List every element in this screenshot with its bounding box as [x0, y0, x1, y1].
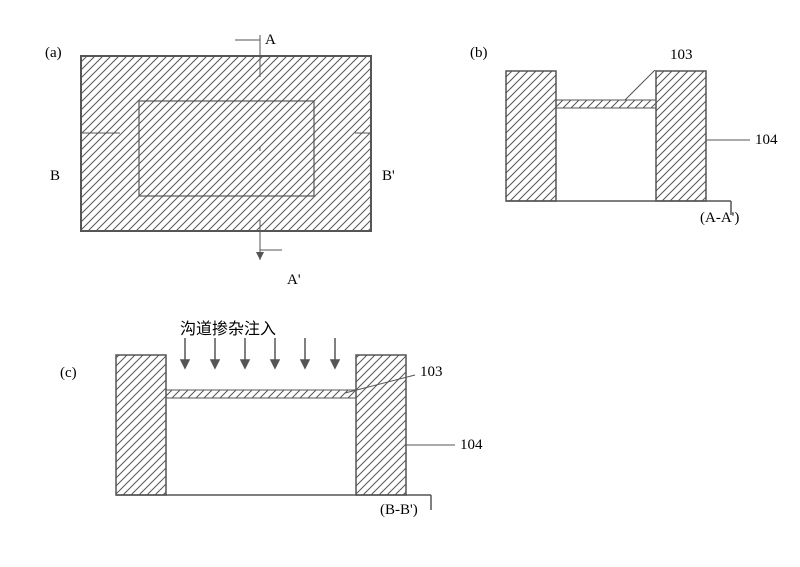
panel-b-callout-104: 104 [755, 132, 778, 149]
marker-A-prime: A' [287, 272, 301, 289]
panel-c-callout-104: 104 [460, 437, 483, 454]
panel-c-section-label: (B-B') [380, 502, 418, 519]
panel-b-label: (b) [470, 45, 488, 62]
marker-A: A [265, 32, 276, 49]
panel-b-callout-103: 103 [670, 47, 693, 64]
panel-b-section-label: (A-A') [700, 210, 739, 227]
marker-B: B [50, 168, 60, 185]
marker-B-prime: B' [382, 168, 395, 185]
panel-a-label: (a) [45, 45, 62, 62]
panel-a-section-lines [80, 25, 372, 275]
panel-c-callout-103: 103 [420, 364, 443, 381]
diagram-canvas: (a) A A' B B' (b) 103 104 (A-A') (c) 沟道掺… [20, 20, 780, 547]
panel-c-label: (c) [60, 365, 77, 382]
